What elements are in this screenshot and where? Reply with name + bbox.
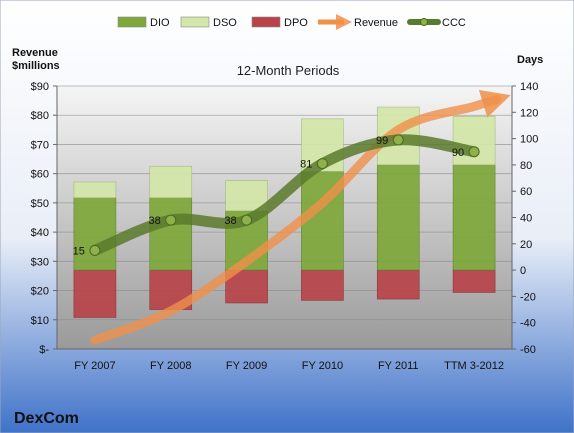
bar-dpo (73, 269, 117, 318)
legend: DIO DSO DPO Revenue CCC (117, 13, 466, 31)
chart-title: 12-Month Periods (237, 63, 340, 78)
right-axis-tick-label: 0 (520, 265, 526, 277)
plot-area (57, 86, 512, 349)
left-axis-tick-label: $20 (31, 286, 49, 298)
x-axis-tick-label: FY 2009 (226, 360, 267, 372)
left-axis-tick-label: $10 (31, 315, 49, 327)
x-axis-tick-label: FY 2008 (150, 360, 191, 372)
ccc-point (89, 244, 101, 256)
bar-dpo (376, 269, 420, 300)
right-axis-tick-label: -40 (520, 318, 536, 330)
bar-dio (452, 164, 496, 271)
bar-dio (149, 197, 193, 271)
right-axis-label: Days (517, 54, 543, 66)
left-axis-tick-label: $90 (31, 81, 49, 93)
legend-label-dso: DSO (213, 17, 237, 29)
right-axis-tick-label: 40 (520, 213, 532, 225)
bar-dso (73, 181, 117, 199)
left-axis-tick-label: $40 (31, 227, 49, 239)
ccc-data-label: 99 (376, 135, 388, 147)
legend-label-ccc: CCC (442, 17, 466, 29)
revenue-line (90, 89, 511, 345)
left-axis-tick-label: $80 (31, 110, 49, 122)
right-axis-tick-label: -20 (520, 291, 536, 303)
legend-label-revenue: Revenue (354, 17, 398, 29)
bar-dio (73, 197, 117, 271)
legend-swatch-dpo (251, 16, 281, 28)
left-axis-label-line2: $millions (12, 60, 60, 72)
left-axis-tick-label: $70 (31, 139, 49, 151)
ccc-data-label: 15 (73, 245, 85, 257)
legend-label-dpo: DPO (284, 17, 308, 29)
ccc-point (165, 214, 177, 226)
legend-label-dio: DIO (150, 17, 170, 29)
ccc-point (241, 214, 253, 226)
right-axis-tick-label: 20 (520, 239, 532, 251)
legend-swatch-dso (180, 16, 210, 28)
bar-dio (376, 164, 420, 271)
x-axis-tick-label: FY 2010 (302, 360, 343, 372)
right-axis-tick-label: 120 (520, 107, 538, 119)
ccc-data-label: 38 (149, 215, 161, 227)
bar-dpo (301, 269, 344, 301)
right-axis-tick-label: 100 (520, 134, 538, 146)
axes-layer: $- $10 $20 $30 $40 $50 $60 $70 $80 $90 -60 -40 -20 0 2… (31, 81, 539, 372)
bar-dso (225, 180, 268, 212)
left-axis-tick-label: $50 (31, 198, 49, 210)
right-axis-tick-label: 80 (520, 160, 532, 172)
left-axis-tick-label: $30 (31, 256, 49, 268)
ccc-data-label: 81 (300, 159, 312, 171)
ccc-point (468, 146, 480, 158)
ccc-data-label: 90 (452, 147, 464, 159)
right-axis-tick-label: -60 (520, 344, 536, 356)
gridlines (57, 85, 512, 350)
bar-dpo (452, 269, 496, 293)
x-axis-tick-label: FY 2011 (378, 360, 419, 372)
company-name: DexCom (14, 410, 79, 427)
x-axis-tick-label: TTM 3-2012 (444, 360, 504, 372)
legend-marker-ccc (420, 18, 428, 26)
left-axis-tick-label: $60 (31, 169, 49, 181)
ccc-data-label: 38 (224, 215, 236, 227)
ccc-point (316, 158, 328, 170)
legend-swatch-dio (117, 16, 147, 28)
left-axis-tick-label: $- (39, 344, 49, 356)
right-axis-tick-label: 140 (520, 81, 538, 93)
bar-dso (149, 165, 193, 199)
ccc-point (392, 134, 404, 146)
left-axis-label-line1: Revenue (12, 47, 58, 59)
lines-layer: 15 38 38 81 99 90 (73, 89, 511, 345)
right-axis-tick-label: 60 (520, 186, 532, 198)
x-axis-tick-label: FY 2007 (74, 360, 115, 372)
